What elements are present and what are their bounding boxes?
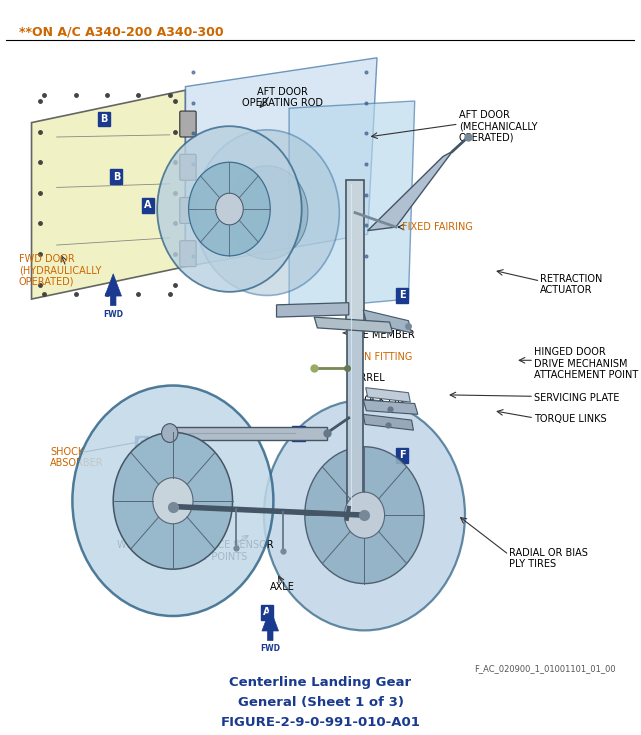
Text: MAIN FITTING: MAIN FITTING <box>345 351 412 362</box>
Text: AXLE: AXLE <box>271 582 296 592</box>
Circle shape <box>195 130 339 295</box>
Text: FWD: FWD <box>260 645 280 653</box>
Text: Centerline Landing Gear: Centerline Landing Gear <box>229 675 412 689</box>
Polygon shape <box>363 310 412 333</box>
Circle shape <box>188 162 271 256</box>
Polygon shape <box>289 101 415 310</box>
Text: FIGURE-2-9-0-991-010-A01: FIGURE-2-9-0-991-010-A01 <box>221 716 420 729</box>
Polygon shape <box>170 426 327 440</box>
Text: B: B <box>100 114 108 124</box>
Circle shape <box>72 386 274 616</box>
Text: TORQUE LINKS: TORQUE LINKS <box>534 415 606 424</box>
Circle shape <box>162 423 178 442</box>
Circle shape <box>264 400 465 631</box>
Text: UPLOCK PIN: UPLOCK PIN <box>345 395 404 405</box>
Text: FWD: FWD <box>103 309 123 318</box>
Text: **ON A/C A340-200 A340-300: **ON A/C A340-200 A340-300 <box>19 26 224 38</box>
Circle shape <box>305 447 424 584</box>
Text: A: A <box>144 201 151 210</box>
Text: RADIAL OR BIAS
PLY TIRES: RADIAL OR BIAS PLY TIRES <box>509 548 588 569</box>
FancyBboxPatch shape <box>179 241 196 267</box>
Text: F: F <box>399 451 406 460</box>
Circle shape <box>113 432 233 569</box>
FancyBboxPatch shape <box>179 154 196 180</box>
Circle shape <box>215 193 243 225</box>
Text: B: B <box>113 171 120 182</box>
Polygon shape <box>366 387 410 402</box>
Text: SIDE MEMBER: SIDE MEMBER <box>345 330 414 340</box>
Circle shape <box>344 492 385 538</box>
Text: AFT DOOR
(MECHANICALLY
OPERATED): AFT DOOR (MECHANICALLY OPERATED) <box>459 110 537 143</box>
Circle shape <box>157 126 302 292</box>
Circle shape <box>153 478 193 524</box>
FancyBboxPatch shape <box>179 111 196 137</box>
Polygon shape <box>345 180 365 324</box>
Circle shape <box>226 166 308 259</box>
Text: FWD DOOR
(HYDRAULICALLY
OPERATED): FWD DOOR (HYDRAULICALLY OPERATED) <box>19 254 101 287</box>
Text: SHOCK
ABSORBER: SHOCK ABSORBER <box>51 447 104 468</box>
Polygon shape <box>185 58 377 267</box>
Polygon shape <box>314 317 393 333</box>
Polygon shape <box>262 609 279 640</box>
Text: AFT DOOR
OPERATING ROD: AFT DOOR OPERATING ROD <box>242 87 323 108</box>
Polygon shape <box>31 90 185 299</box>
Text: BARREL: BARREL <box>345 373 385 384</box>
Text: RETRACTION
ACTUATOR: RETRACTION ACTUATOR <box>540 274 603 295</box>
Text: FIXED FAIRING: FIXED FAIRING <box>402 222 473 232</box>
Text: HINGED DOOR
DRIVE MECHANISM
ATTACHEMENT POINT: HINGED DOOR DRIVE MECHANISM ATTACHEMENT … <box>534 348 638 381</box>
Text: E: E <box>399 290 406 301</box>
Text: A: A <box>263 607 271 617</box>
Text: C: C <box>138 438 145 448</box>
Text: WEIGHT AND BALANCE SENSOR
ATTACHMENT POINTS: WEIGHT AND BALANCE SENSOR ATTACHMENT POI… <box>117 540 273 562</box>
Text: General (Sheet 1 of 3): General (Sheet 1 of 3) <box>238 696 403 709</box>
Polygon shape <box>105 274 122 306</box>
Text: SERVICING PLATE: SERVICING PLATE <box>534 392 619 403</box>
Polygon shape <box>363 415 413 430</box>
Polygon shape <box>363 400 418 415</box>
FancyBboxPatch shape <box>179 198 196 223</box>
Polygon shape <box>276 303 349 317</box>
Polygon shape <box>368 151 453 231</box>
Polygon shape <box>347 324 363 519</box>
Text: D: D <box>294 429 303 439</box>
Text: F_AC_020900_1_01001101_01_00: F_AC_020900_1_01001101_01_00 <box>474 664 616 673</box>
